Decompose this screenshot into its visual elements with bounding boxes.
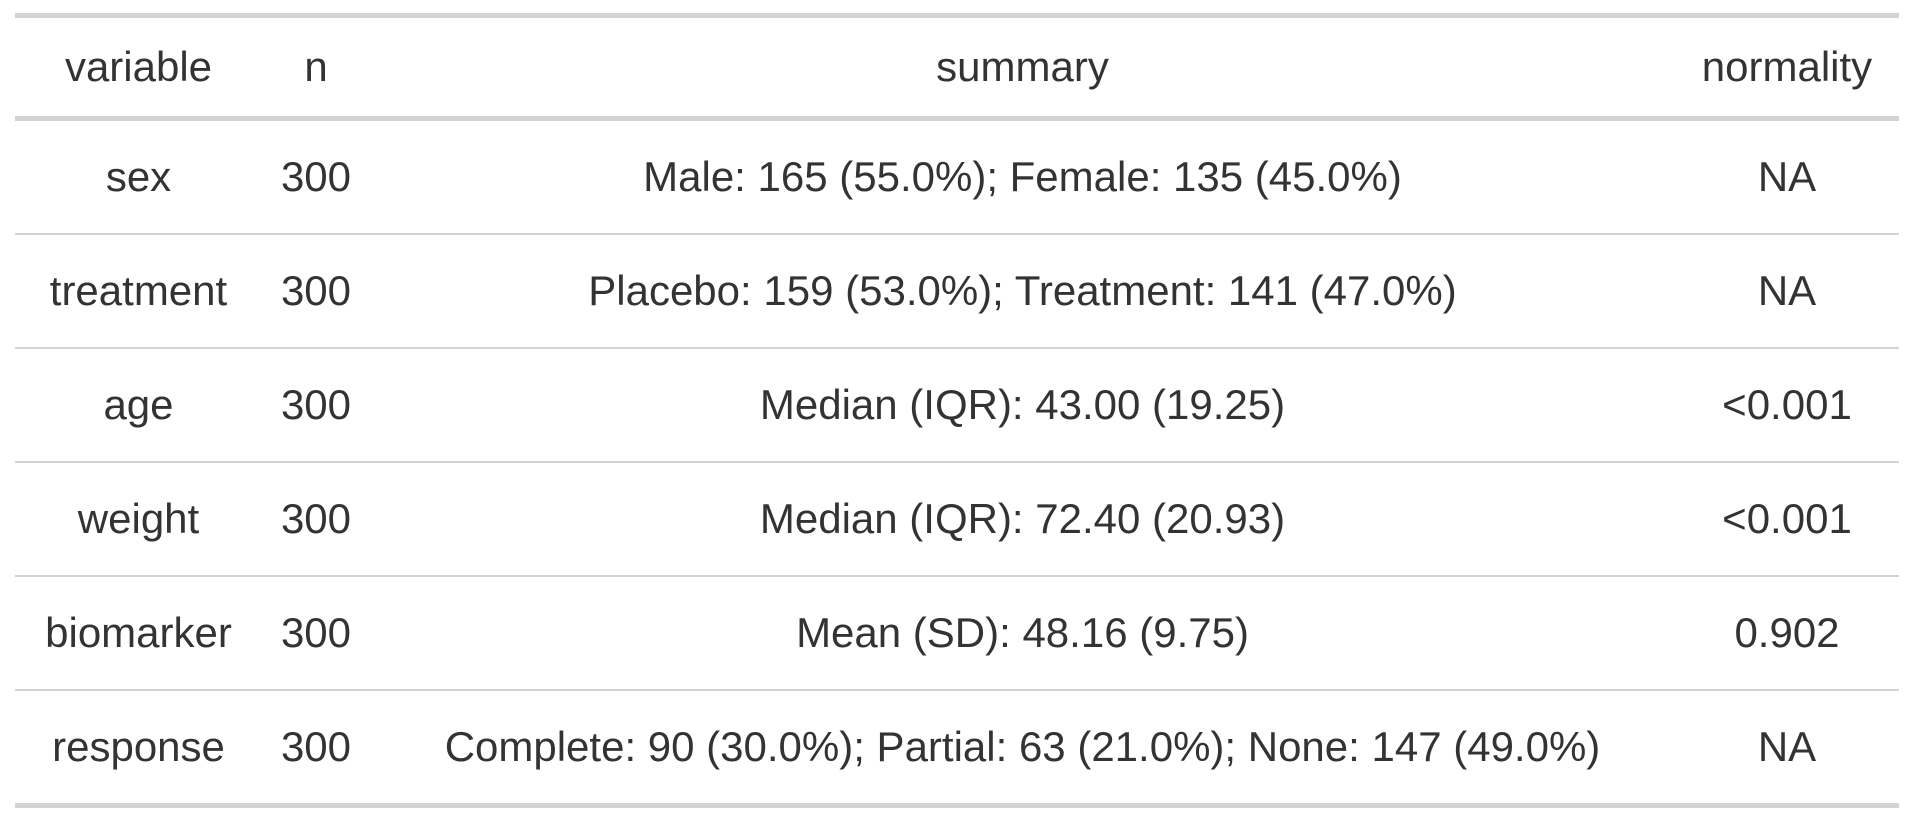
table-cell: biomarker <box>15 575 262 690</box>
table-cell: response <box>15 689 262 806</box>
table-cell: weight <box>15 461 262 576</box>
summary-table: variable n summary normality sex 300 Male: 16… <box>15 13 1899 808</box>
table-cell: NA <box>1757 153 1817 200</box>
table-cell: Complete: 90 (30.0%); Partial: 63 (21.0%… <box>370 689 1675 806</box>
table-cell: 300 <box>262 461 370 576</box>
table-cell: treatment <box>15 233 262 348</box>
table-header: variable n summary normality <box>15 15 1899 121</box>
table-cell: <0.001 <box>1675 461 1899 576</box>
table-body: sex 300 Male: 165 (55.0%); Female: 135 (45… <box>15 119 1899 806</box>
table-cell: 300 <box>262 575 370 690</box>
table-cell: Placebo: 159 (53.0%); Treatment: 141 (47… <box>370 233 1675 348</box>
table-row: treatment 300 Placebo: 159 (53.0%); Treatm… <box>15 233 1899 348</box>
table-row: weight 300 Median (IQR): 72.40 (20.93) <0.0… <box>15 461 1899 576</box>
table-row: biomarker 300 Mean (SD): 48.16 (9.75) 0.902 <box>15 575 1899 690</box>
column-header: summary <box>370 15 1675 121</box>
table-row: sex 300 Male: 165 (55.0%); Female: 135 (45… <box>15 119 1899 235</box>
table-row: response 300 Complete: 90 (30.0%); Partial… <box>15 689 1899 806</box>
table-cell: <0.001 <box>1675 347 1899 462</box>
table-cell: Mean (SD): 48.16 (9.75) <box>370 575 1675 690</box>
column-header: variable <box>15 15 262 121</box>
table-row: age 300 Median (IQR): 43.00 (19.25) <0.001 <box>15 347 1899 462</box>
table-cell: Male: 165 (55.0%); Female: 135 (45.0%) <box>643 153 1402 200</box>
table-cell: 0.902 <box>1675 575 1899 690</box>
table-cell: 300 <box>262 233 370 348</box>
column-header: normality <box>1675 15 1899 121</box>
table-cell: age <box>15 347 262 462</box>
table-cell: 300 <box>262 347 370 462</box>
header-row: variable n summary normality <box>15 15 1899 121</box>
table-cell: sex <box>105 153 172 200</box>
table-cell: Median (IQR): 43.00 (19.25) <box>370 347 1675 462</box>
table-cell: Median (IQR): 72.40 (20.93) <box>370 461 1675 576</box>
table-cell: NA <box>1675 233 1899 348</box>
table-cell: 300 <box>280 153 352 200</box>
column-header: n <box>262 15 370 121</box>
table-cell: NA <box>1675 689 1899 806</box>
table-cell: 300 <box>262 689 370 806</box>
